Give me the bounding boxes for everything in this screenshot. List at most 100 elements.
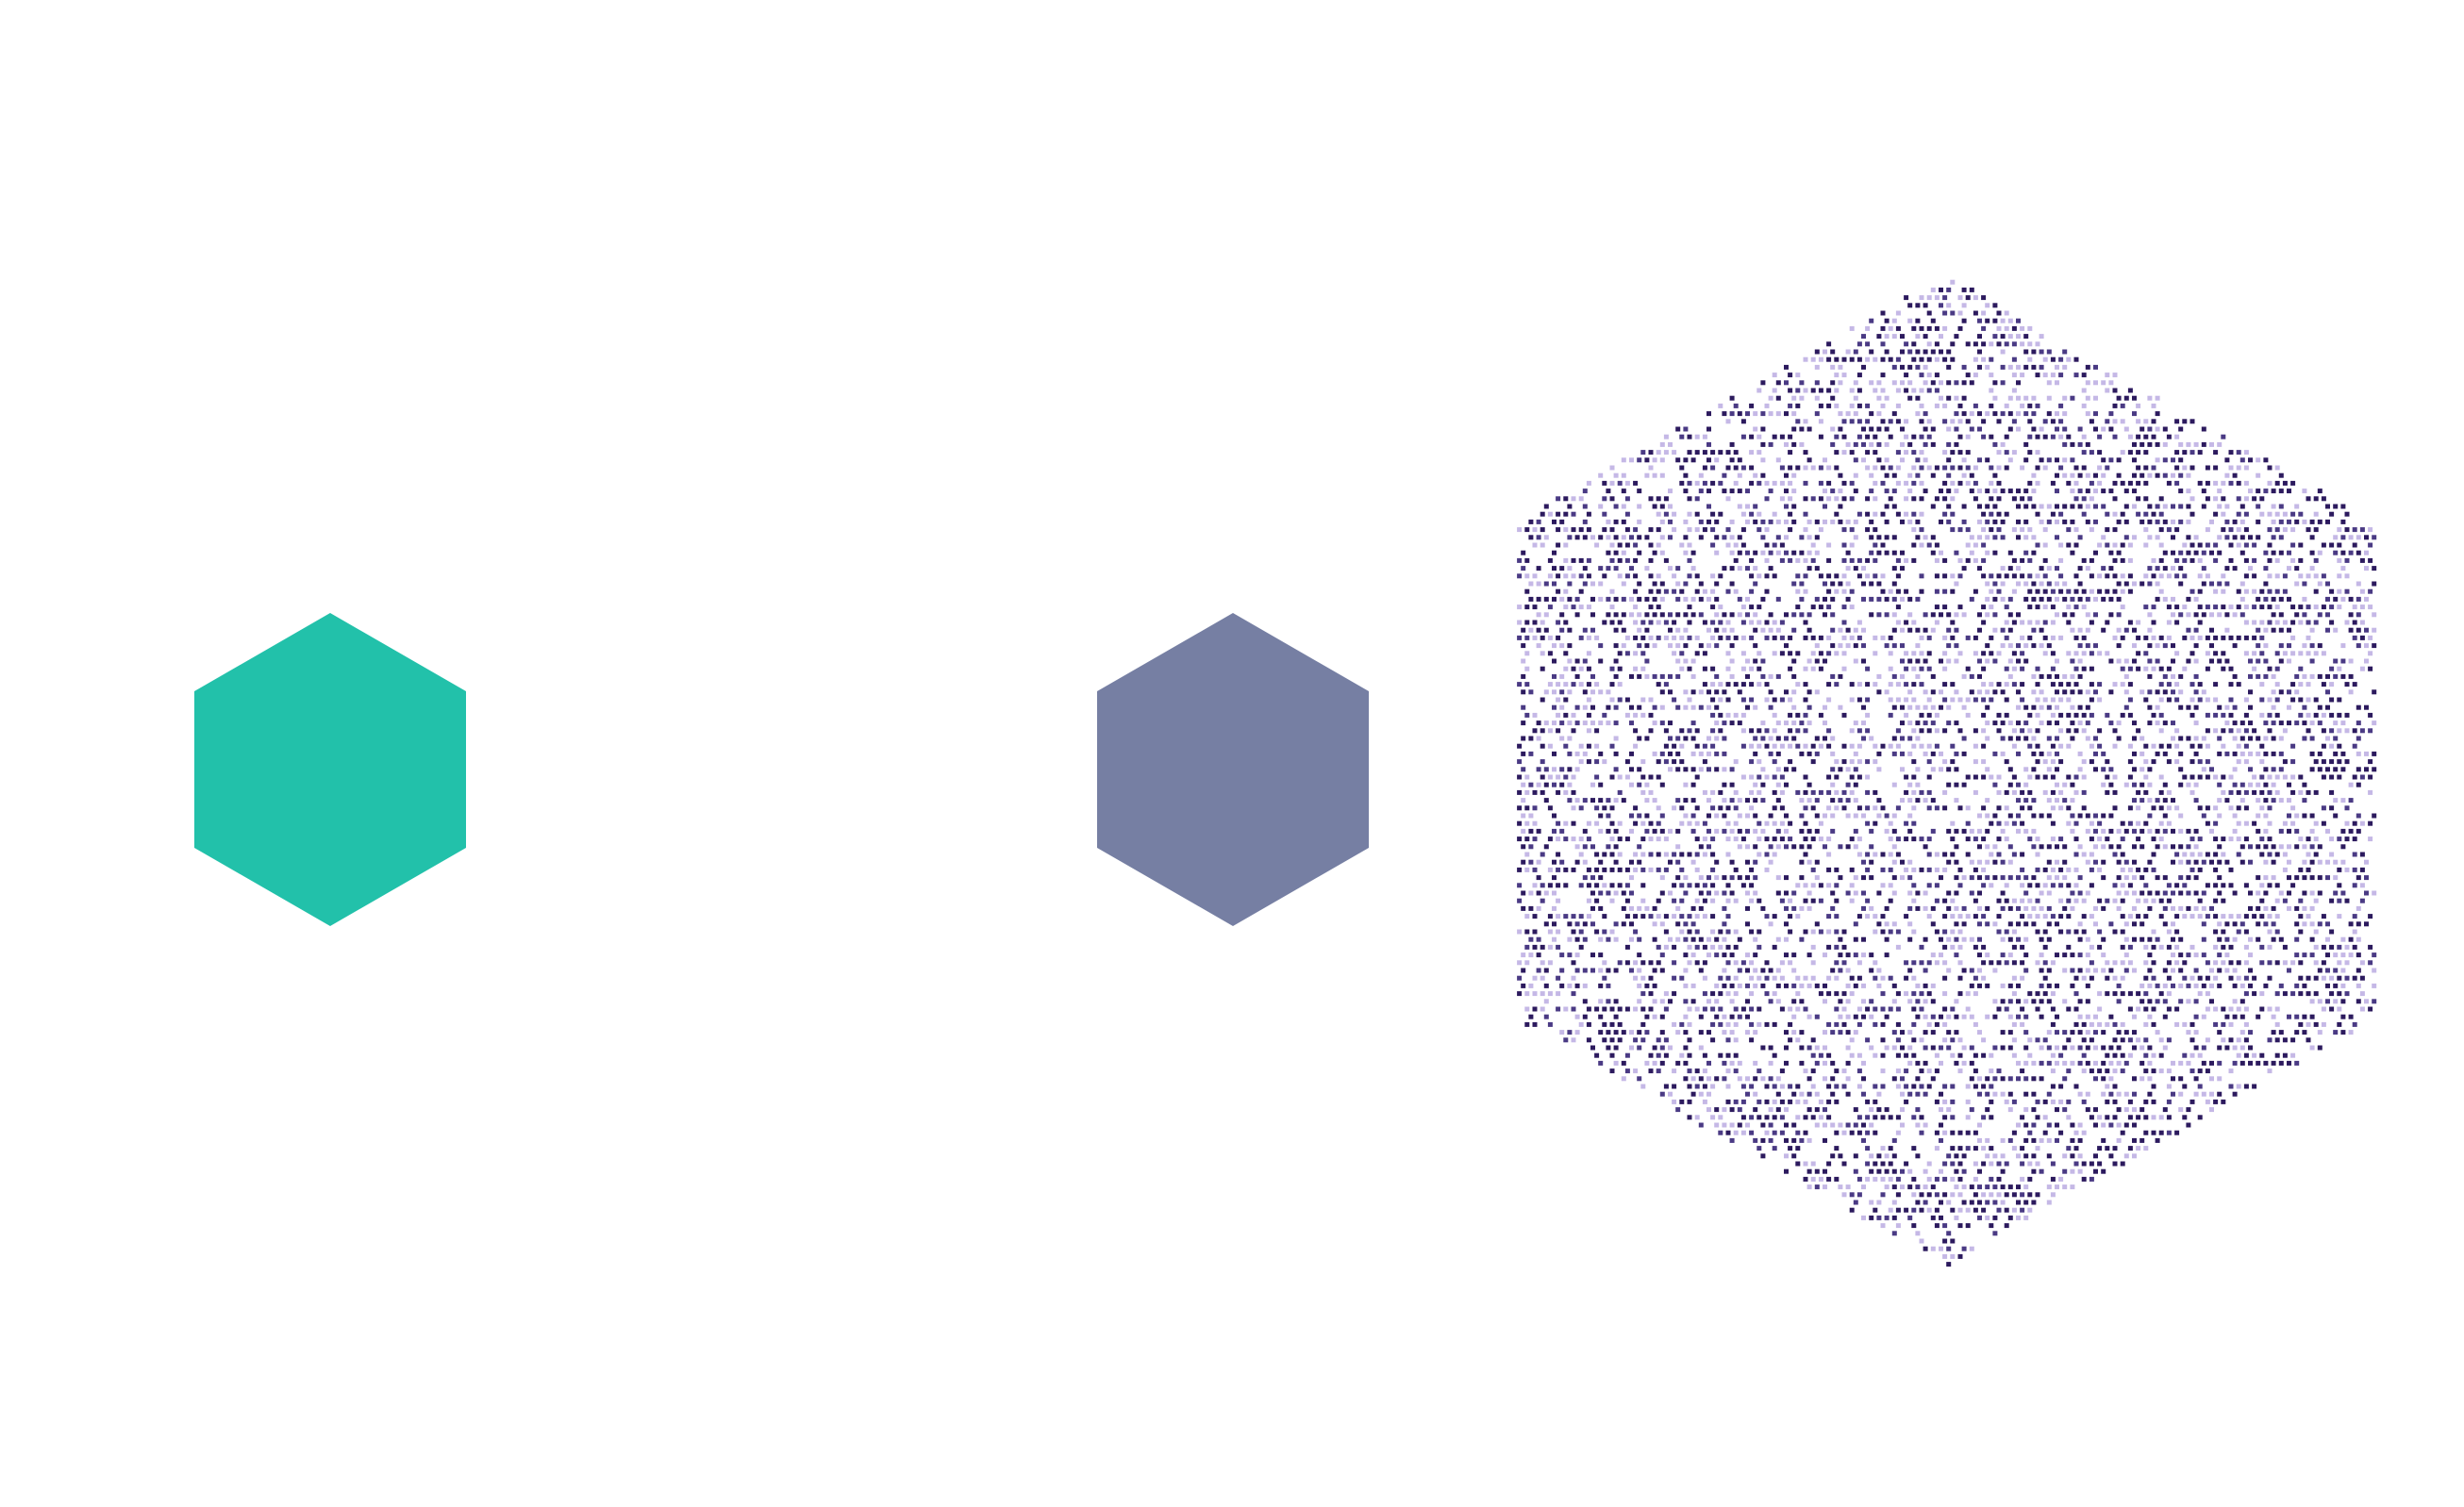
stipple-dot	[1532, 635, 1538, 640]
stipple-dot	[1606, 519, 1611, 524]
stipple-dot	[1524, 651, 1530, 656]
stipple-dot	[2329, 682, 2335, 687]
stipple-dot	[1740, 620, 1746, 625]
stipple-dot	[2066, 356, 2072, 362]
stipple-dot	[1737, 472, 1742, 478]
stipple-dot	[2287, 859, 2291, 865]
stipple-dot	[1823, 844, 1827, 850]
stipple-dot	[1989, 388, 1994, 393]
stipple-dot	[1745, 596, 1750, 602]
stipple-dot	[2007, 489, 2013, 494]
stipple-dot	[1934, 295, 1940, 301]
stipple-dot	[2093, 921, 2098, 927]
stipple-dot	[1930, 349, 1936, 355]
stipple-dot	[1895, 743, 1901, 749]
stipple-dot	[2321, 496, 2326, 502]
stipple-dot	[2116, 581, 2122, 587]
stipple-dot	[2236, 604, 2241, 610]
stipple-dot	[1915, 349, 1921, 355]
stipple-dot	[2147, 472, 2153, 478]
stipple-dot	[1543, 720, 1549, 726]
stipple-dot	[1814, 411, 1820, 417]
stipple-dot	[1849, 975, 1855, 981]
stipple-dot	[2239, 782, 2245, 787]
stipple-dot	[1517, 960, 1523, 966]
stipple-dot	[1814, 798, 1820, 803]
stipple-dot	[1740, 960, 1746, 966]
stipple-dot	[1876, 380, 1882, 386]
stipple-dot	[1861, 704, 1866, 710]
stipple-dot	[1740, 682, 1746, 687]
stipple-dot	[2042, 759, 2048, 765]
stipple-dot	[2158, 898, 2164, 903]
stipple-dot	[1869, 550, 1874, 555]
stipple-dot	[1880, 929, 1886, 935]
stipple-dot	[2298, 682, 2304, 687]
stipple-dot	[1965, 434, 1971, 439]
stipple-dot	[2189, 975, 2195, 981]
stipple-dot	[1826, 542, 1832, 548]
stipple-dot	[1629, 566, 1634, 571]
stipple-dot	[1590, 689, 1595, 695]
stipple-dot	[1838, 426, 1843, 432]
stipple-dot	[2352, 728, 2357, 734]
stipple-dot	[2178, 875, 2184, 881]
stipple-dot	[1521, 905, 1526, 911]
stipple-dot	[1694, 651, 1700, 656]
stipple-dot	[2035, 759, 2040, 765]
stipple-dot	[2000, 535, 2006, 540]
stipple-dot	[1806, 550, 1812, 555]
stipple-dot	[2201, 767, 2206, 772]
stipple-dot	[1517, 820, 1523, 826]
stipple-dot	[1733, 557, 1739, 563]
stipple-dot	[2081, 403, 2087, 408]
stipple-dot	[1729, 581, 1735, 587]
stipple-dot	[1613, 828, 1619, 834]
stipple-dot	[2294, 566, 2300, 571]
stipple-dot	[1876, 798, 1882, 803]
stipple-dot	[2000, 519, 2006, 524]
stipple-dot	[2070, 504, 2075, 509]
stipple-dot	[2236, 588, 2241, 594]
stipple-dot	[1718, 480, 1723, 486]
stipple-dot	[2101, 472, 2106, 478]
stipple-dot	[1876, 751, 1882, 756]
stipple-dot	[2317, 968, 2322, 973]
stipple-dot	[1834, 434, 1840, 439]
stipple-dot	[1849, 403, 1855, 408]
stipple-dot	[1772, 635, 1777, 640]
stipple-dot	[1552, 720, 1557, 726]
stipple-dot	[1856, 759, 1862, 765]
stipple-dot	[1556, 496, 1561, 502]
stipple-dot	[1939, 704, 1943, 710]
stipple-dot	[1729, 441, 1735, 447]
stipple-dot	[2329, 774, 2335, 780]
stipple-dot	[1900, 751, 1905, 756]
stipple-dot	[1690, 689, 1696, 695]
stipple-dot	[2023, 921, 2029, 927]
stipple-dot	[1841, 480, 1847, 486]
stipple-dot	[1795, 914, 1801, 919]
stipple-dot	[1718, 789, 1723, 795]
stipple-dot	[1586, 635, 1591, 640]
stipple-dot	[1578, 944, 1584, 950]
stipple-dot	[2046, 936, 2052, 942]
stipple-dot	[2139, 875, 2145, 881]
stipple-dot	[1722, 720, 1727, 726]
stipple-dot	[2139, 736, 2145, 741]
stipple-dot	[1923, 426, 1928, 432]
stipple-dot	[2055, 751, 2059, 756]
stipple-dot	[1675, 875, 1681, 881]
stipple-dot	[1737, 411, 1742, 417]
stipple-dot	[1803, 898, 1808, 903]
stipple-dot	[2267, 975, 2273, 981]
stipple-dot	[1900, 566, 1905, 571]
stipple-dot	[2055, 782, 2059, 787]
stipple-dot	[1904, 774, 1909, 780]
stipple-dot	[1582, 798, 1588, 803]
stipple-dot	[2166, 805, 2172, 811]
stipple-dot	[2035, 604, 2040, 610]
stipple-dot	[1856, 356, 1862, 362]
stipple-dot	[1904, 557, 1909, 563]
stipple-dot	[2309, 921, 2315, 927]
